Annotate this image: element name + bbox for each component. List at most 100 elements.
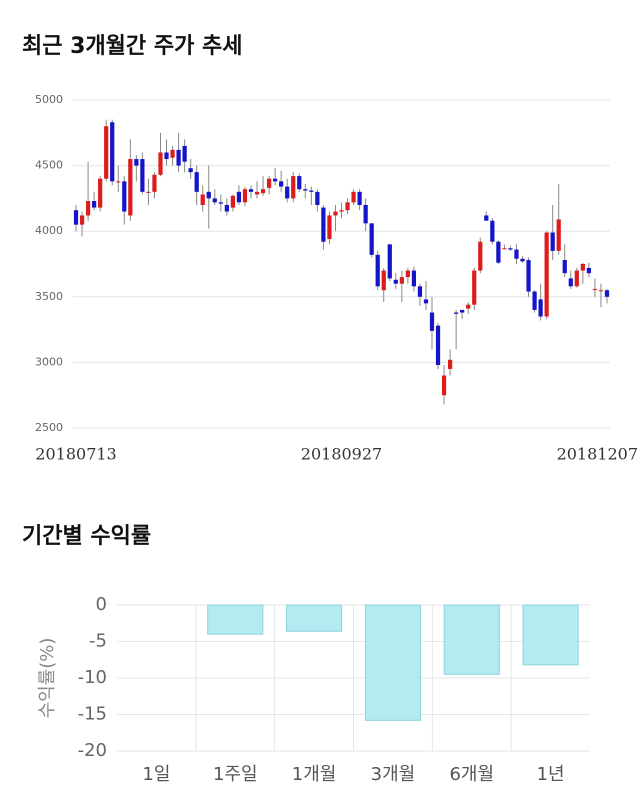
candle-body	[128, 159, 133, 216]
candle-body	[73, 210, 79, 225]
candle-body	[230, 195, 236, 208]
candle-body	[526, 260, 531, 292]
candle-body	[472, 270, 477, 305]
candle-body	[224, 204, 229, 212]
candle-body	[423, 299, 429, 304]
candle-body	[98, 178, 103, 208]
candle-body	[399, 277, 404, 284]
candle-body	[164, 152, 169, 160]
candle-body	[351, 191, 356, 203]
candle-body	[550, 232, 555, 251]
candle-body	[556, 219, 561, 251]
candle-body	[460, 309, 465, 313]
candle-body	[248, 189, 254, 192]
candle-body	[363, 204, 368, 224]
x-tick-label: 1개월	[292, 764, 337, 785]
candle-body	[466, 304, 471, 309]
y-tick-label: 2500	[35, 421, 63, 434]
y-tick-label: 4000	[35, 224, 63, 237]
candle-body	[417, 286, 423, 297]
y-tick-label: -15	[78, 704, 107, 725]
candle-body	[134, 159, 139, 166]
candle-body	[297, 176, 302, 190]
y-tick-label: 3500	[35, 290, 63, 303]
candle-body	[242, 189, 248, 203]
x-tick-label: 1주일	[213, 764, 258, 785]
y-tick-label: -5	[89, 631, 107, 652]
bar	[207, 604, 264, 635]
candle-body	[212, 198, 217, 203]
bar	[364, 604, 422, 721]
chart-title: 최근 3개월간 주가 추세	[22, 34, 242, 59]
candle-body	[176, 149, 181, 166]
y-tick-label: -10	[78, 667, 107, 688]
candle-body	[429, 312, 435, 331]
candle-body	[333, 211, 338, 216]
candle-body	[152, 174, 157, 192]
candle-body	[520, 258, 525, 262]
candle-body	[538, 299, 543, 317]
candle-body	[200, 194, 205, 205]
candle-body	[502, 248, 507, 250]
x-tick-label: 1일	[142, 764, 170, 785]
candle-body	[393, 279, 398, 284]
candle-body	[478, 241, 483, 271]
candle-body	[586, 267, 591, 274]
candle-body	[104, 126, 109, 179]
candle-body	[182, 145, 187, 162]
candle-body	[291, 176, 296, 199]
y-tick-label: -20	[78, 740, 107, 761]
candle-body	[496, 241, 501, 263]
x-tick-label: 20181207	[557, 445, 638, 464]
candle-body	[218, 202, 223, 204]
candle-body	[441, 375, 447, 396]
candle-body	[514, 249, 519, 259]
candle-body	[345, 202, 350, 211]
candle-body	[454, 312, 459, 314]
candle-body	[260, 189, 266, 194]
x-tick-label: 1년	[537, 764, 565, 785]
candle-body	[140, 159, 145, 192]
bar	[522, 604, 579, 666]
candle-body	[303, 189, 308, 191]
candle-body	[604, 290, 610, 297]
candle-body	[387, 244, 392, 279]
candle-body	[285, 186, 290, 199]
candle-body	[435, 325, 441, 366]
x-tick-label: 20180927	[301, 445, 382, 464]
candle-body	[598, 290, 604, 292]
candle-body	[592, 288, 598, 290]
candle-body	[273, 178, 278, 182]
bar	[285, 604, 343, 632]
candle-body	[447, 359, 453, 369]
candle-body	[122, 181, 127, 212]
candle-body	[411, 270, 417, 287]
candle-body	[194, 172, 199, 192]
candle-body	[279, 181, 284, 187]
candle-body	[574, 270, 579, 287]
candle-body	[146, 191, 151, 193]
candle-body	[309, 190, 314, 192]
candle-body	[532, 291, 537, 310]
candle-body	[568, 278, 573, 287]
candle-body	[170, 149, 175, 158]
candle-body	[484, 215, 489, 221]
candle-body	[158, 152, 163, 175]
y-axis-label: 수익률(%)	[37, 638, 58, 719]
candle-body	[110, 122, 115, 182]
candle-body	[490, 220, 495, 242]
candle-body	[405, 270, 410, 278]
candle-body	[327, 215, 332, 240]
candle-body	[85, 201, 91, 216]
candle-body	[315, 191, 320, 205]
x-tick-label: 3개월	[371, 764, 416, 785]
candle-body	[339, 210, 344, 212]
candle-body	[188, 168, 193, 173]
candle-body	[357, 191, 362, 205]
candle-body	[369, 223, 374, 255]
candle-body	[381, 270, 386, 291]
candle-body	[562, 260, 567, 274]
candle-body	[254, 191, 260, 195]
candle-body	[92, 201, 97, 208]
y-tick-label: 5000	[35, 93, 63, 106]
